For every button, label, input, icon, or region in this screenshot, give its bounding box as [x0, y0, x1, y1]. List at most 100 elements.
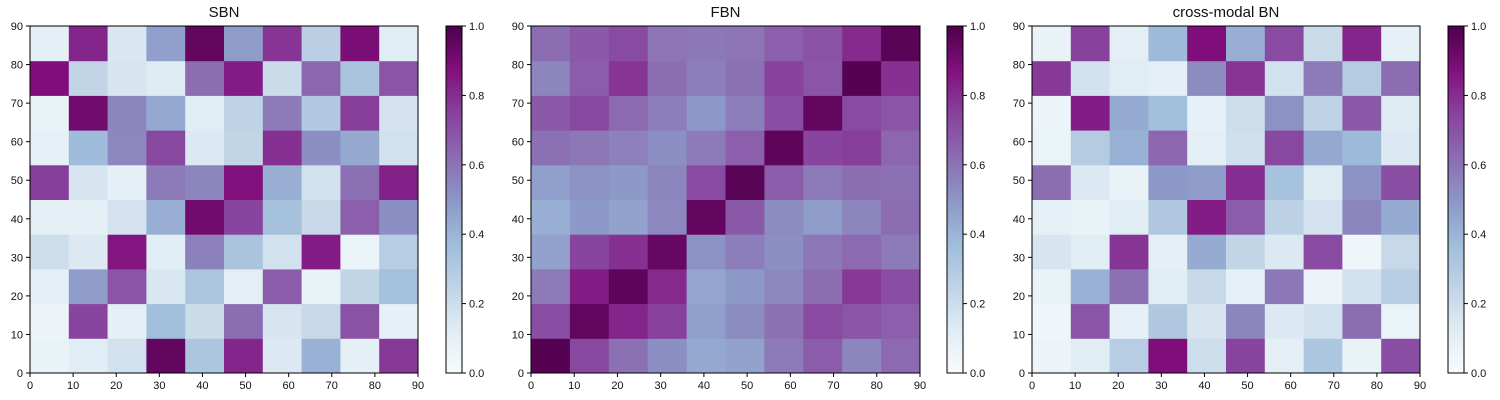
colorbar-tick-label: 0.2 — [970, 299, 985, 311]
heatmap-cell — [1342, 95, 1382, 131]
x-tick-label: 20 — [611, 380, 623, 392]
heatmap-cell — [68, 26, 109, 62]
heatmap-cell — [1109, 60, 1149, 96]
heatmap-cell — [68, 164, 109, 200]
plot-frame — [29, 25, 419, 374]
heatmap-cell — [107, 234, 147, 270]
heatmap-cell — [569, 26, 610, 62]
heatmap-cell — [379, 234, 419, 270]
heatmap-cell — [1148, 199, 1188, 235]
heatmap-cell — [224, 268, 264, 305]
heatmap-cell — [881, 338, 921, 374]
plot-frame — [1031, 25, 1421, 374]
heatmap-cell — [146, 26, 186, 62]
heatmap-cell — [224, 130, 264, 166]
heatmap-cell — [262, 199, 303, 235]
heatmap-cell — [647, 130, 688, 166]
x-tick-label: 20 — [110, 380, 122, 392]
heatmap-cell — [340, 164, 380, 200]
heatmap-cell — [1264, 268, 1305, 305]
heatmap-cell — [1264, 303, 1305, 339]
heatmap-cell — [262, 164, 303, 200]
heatmap-cell — [185, 338, 225, 374]
heatmap-cell — [1109, 26, 1149, 62]
y-tick-label: 40 — [1013, 214, 1025, 226]
heatmap-cell — [842, 338, 882, 374]
heatmap-cell — [569, 60, 610, 96]
x-tick-label: 40 — [196, 380, 208, 392]
colorbar-tick-label: 0.6 — [469, 160, 484, 172]
heatmap-cell — [686, 130, 726, 166]
colorbar-tick-label: 0.4 — [1471, 229, 1486, 241]
heatmap-cell — [301, 26, 341, 62]
heatmap-cell — [1342, 130, 1382, 166]
heatmap-cell — [531, 234, 571, 270]
heatmap-cell — [107, 268, 147, 305]
heatmap-cell — [1303, 268, 1343, 305]
heatmap-cell — [1070, 60, 1111, 96]
heatmap-cell — [686, 60, 726, 96]
heatmap-cell — [1109, 303, 1149, 339]
heatmap-cell — [340, 95, 380, 131]
heatmap-cell — [569, 303, 610, 339]
heatmap-cell — [803, 234, 843, 270]
heatmap-cell — [764, 130, 804, 166]
heatmap-cell — [1381, 234, 1421, 270]
heatmap-cell — [569, 268, 610, 305]
chart-title: FBN — [711, 4, 741, 21]
y-tick-label: 60 — [512, 137, 524, 149]
heatmap-cell — [725, 60, 765, 96]
heatmap-cell — [224, 338, 264, 374]
heatmap-cell — [340, 130, 380, 166]
heatmap-cell — [1070, 95, 1111, 131]
x-tick-label: 40 — [698, 380, 710, 392]
heatmap-cell — [146, 338, 186, 374]
heatmap-cell — [1187, 268, 1227, 305]
y-tick-label: 40 — [11, 214, 23, 226]
heatmap-cell — [608, 164, 649, 200]
heatmap-cell — [1226, 164, 1266, 200]
heatmap-cell — [1342, 234, 1382, 270]
y-tick-label: 70 — [512, 98, 524, 110]
y-tick-label: 60 — [11, 137, 23, 149]
heatmap-cell — [1381, 130, 1421, 166]
heatmap-cell — [647, 199, 688, 235]
heatmap-cell — [1148, 130, 1188, 166]
y-tick-label: 90 — [512, 21, 524, 33]
heatmap-cell — [803, 338, 843, 374]
heatmap-cell — [224, 95, 264, 131]
heatmap-cell — [881, 95, 921, 131]
heatmap-cell — [842, 164, 882, 200]
heatmap-cell — [1303, 338, 1343, 374]
heatmap-cell — [803, 130, 843, 166]
heatmap-cell — [725, 26, 765, 62]
heatmap-cell — [1109, 95, 1149, 131]
heatmap-cell — [1187, 234, 1227, 270]
heatmap-cell — [531, 26, 571, 62]
heatmap-cell — [1070, 26, 1111, 62]
heatmap-cell — [1264, 130, 1305, 166]
heatmap-cell — [1264, 164, 1305, 200]
heatmap-cell — [1187, 199, 1227, 235]
heatmap-cell — [764, 268, 804, 305]
heatmap-cell — [1303, 164, 1343, 200]
heatmap-cell — [1342, 303, 1382, 339]
y-tick-label: 70 — [1013, 98, 1025, 110]
heatmap-cell — [379, 164, 419, 200]
heatmap-cell — [224, 26, 264, 62]
heatmap-cell — [1303, 303, 1343, 339]
heatmap-cell — [1264, 234, 1305, 270]
y-tick-label: 20 — [11, 291, 23, 303]
heatmap-cell — [1187, 60, 1227, 96]
heatmap-cell — [1070, 234, 1111, 270]
heatmap-cell — [340, 199, 380, 235]
heatmap-cell — [1342, 60, 1382, 96]
heatmap-cell — [68, 130, 109, 166]
heatmap-cell — [107, 95, 147, 131]
colorbar-tick-label: 0.4 — [970, 229, 985, 241]
heatmap-cell — [531, 338, 571, 374]
heatmap-cell — [803, 164, 843, 200]
chart-title: cross-modal BN — [1173, 4, 1280, 21]
heatmap-cell — [1226, 199, 1266, 235]
y-tick-label: 20 — [512, 291, 524, 303]
